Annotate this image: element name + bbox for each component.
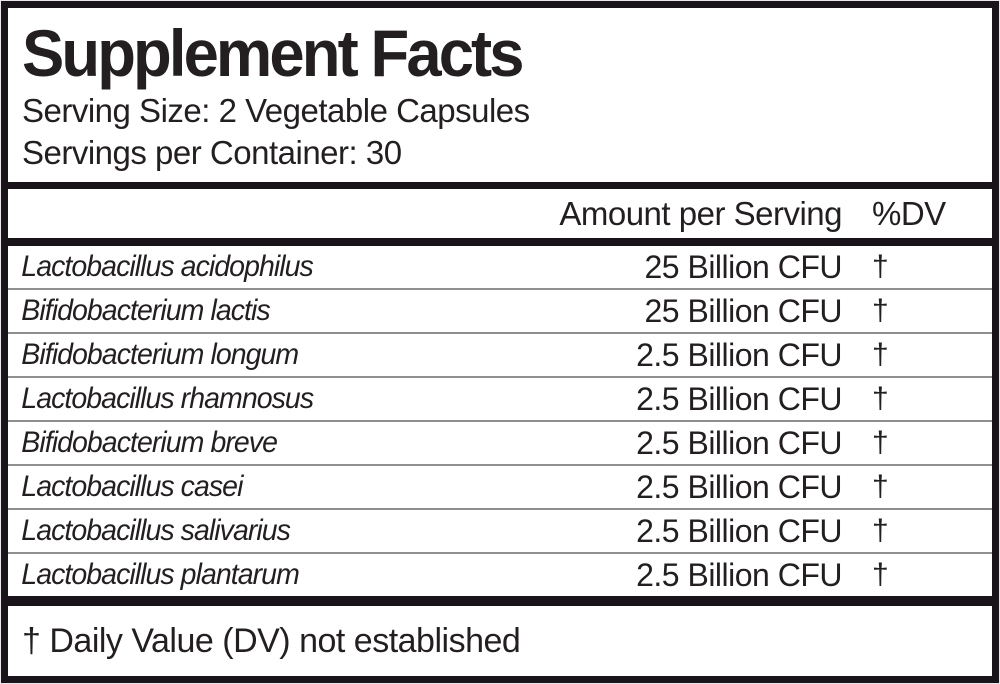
ingredient-name: Bifidobacterium longum [21, 338, 299, 371]
page-title: Supplement Facts [22, 16, 525, 90]
table-row: Bifidobacterium longum 2.5 Billion CFU † [8, 332, 992, 376]
table-row: Lactobacillus casei 2.5 Billion CFU † [8, 464, 992, 508]
ingredient-amount: 2.5 Billion CFU [636, 512, 842, 549]
ingredient-dv-dagger: † [872, 426, 889, 459]
column-header-row: Amount per Serving %DV [8, 189, 992, 238]
label-header: Supplement Facts Serving Size: 2 Vegetab… [8, 8, 992, 182]
ingredient-dv-dagger: † [872, 382, 889, 415]
separator-bar-footer [8, 596, 992, 606]
ingredient-amount: 2.5 Billion CFU [636, 424, 842, 461]
ingredient-amount: 25 Billion CFU [644, 292, 842, 329]
serving-size-line: Serving Size: 2 Vegetable Capsules [22, 92, 530, 129]
ingredient-dv-dagger: † [872, 294, 889, 327]
ingredient-amount: 2.5 Billion CFU [636, 336, 842, 373]
ingredient-amount: 25 Billion CFU [644, 248, 842, 285]
table-row: Bifidobacterium breve 2.5 Billion CFU † [8, 420, 992, 464]
column-header-dv: %DV [872, 194, 946, 232]
ingredient-name: Lactobacillus salivarius [21, 514, 291, 547]
table-row: Lactobacillus rhamnosus 2.5 Billion CFU … [8, 376, 992, 420]
ingredient-name: Lactobacillus rhamnosus [21, 382, 314, 415]
table-row: Lactobacillus acidophilus 25 Billion CFU… [8, 246, 992, 288]
ingredient-amount: 2.5 Billion CFU [636, 468, 842, 505]
ingredient-amount: 2.5 Billion CFU [636, 556, 842, 593]
ingredient-name: Lactobacillus plantarum [21, 558, 300, 591]
ingredient-dv-dagger: † [872, 250, 889, 283]
table-row: Bifidobacterium lactis 25 Billion CFU † [8, 288, 992, 332]
ingredient-name: Lactobacillus acidophilus [21, 250, 313, 283]
ingredient-name: Bifidobacterium breve [21, 426, 278, 459]
ingredient-dv-dagger: † [872, 470, 889, 503]
column-header-amount: Amount per Serving [559, 194, 842, 232]
ingredient-dv-dagger: † [872, 514, 889, 547]
ingredient-table: Lactobacillus acidophilus 25 Billion CFU… [8, 246, 992, 596]
ingredient-dv-dagger: † [872, 338, 889, 371]
ingredient-amount: 2.5 Billion CFU [636, 380, 842, 417]
separator-bar-top [8, 182, 992, 189]
ingredient-name: Lactobacillus casei [21, 470, 243, 503]
ingredient-dv-dagger: † [872, 558, 889, 591]
separator-bar-header [8, 238, 992, 246]
ingredient-name: Bifidobacterium lactis [21, 294, 270, 327]
table-row: Lactobacillus plantarum 2.5 Billion CFU … [8, 552, 992, 596]
footnote: † Daily Value (DV) not established [22, 621, 521, 660]
servings-per-container-line: Servings per Container: 30 [22, 134, 402, 171]
table-row: Lactobacillus salivarius 2.5 Billion CFU… [8, 508, 992, 552]
